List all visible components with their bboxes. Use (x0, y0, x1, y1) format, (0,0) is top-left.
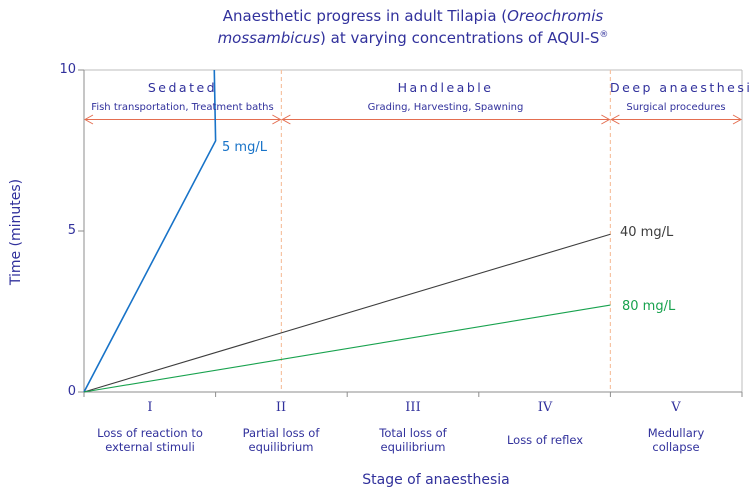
stage-II-numeral: II (275, 400, 287, 415)
region-sedated-sublabel: Fish transportation, Treatment baths (91, 102, 274, 113)
stage-V-description: Medullary collapse (647, 426, 705, 454)
region-deep-sublabel: Surgical procedures (626, 102, 726, 113)
y-axis-title: Time (minutes) (8, 178, 24, 286)
stage-IV-cell: IV Loss of reflex (479, 400, 611, 455)
plot-frame (78, 69, 743, 397)
ytick-label-10: 10 (59, 62, 76, 77)
data-lines (83, 69, 611, 393)
series-label-5mgL: 5 mg/L (222, 140, 267, 155)
x-axis-title: Stage of anaesthesia (362, 472, 510, 488)
stage-III-cell: III Total loss of equilibrium (347, 400, 479, 455)
chart-title-line1: Anaesthetic progress in adult Tilapia (O… (222, 7, 604, 25)
ytick-label-5: 5 (67, 223, 76, 238)
stage-III-description: Total loss of equilibrium (379, 426, 447, 454)
chart-title-line2: mossambicus) at varying concentrations o… (217, 29, 609, 47)
stage-I-cell: I Loss of reaction to external stimuli (84, 400, 216, 455)
series-label-80mgL: 80 mg/L (622, 299, 676, 314)
stage-I-description: Loss of reaction to external stimuli (97, 426, 203, 454)
region-handleable: Handleable Grading, Harvesting, Spawning (281, 80, 610, 113)
stage-III-numeral: III (405, 400, 421, 415)
region-deep-title: Deep anaesthesia (610, 80, 750, 95)
stage-I-numeral: I (147, 400, 153, 415)
chart-title: Anaesthetic progress in adult Tilapia (O… (84, 7, 742, 48)
region-handleable-sublabel: Grading, Harvesting, Spawning (367, 102, 524, 113)
stage-IV-description: Loss of reflex (506, 433, 584, 447)
stage-IV-numeral: IV (537, 400, 553, 415)
stage-boundary-dashed-lines (280, 70, 612, 392)
registered-trademark-symbol: ® (599, 30, 609, 40)
region-sedated: Sedated Fish transportation, Treatment b… (84, 80, 281, 113)
region-sedated-title: Sedated (147, 80, 218, 95)
ytick-label-0: 0 (67, 384, 76, 399)
series-label-40mgL: 40 mg/L (620, 225, 674, 240)
stage-II-description: Partial loss of equilibrium (242, 426, 320, 454)
stage-II-cell: II Partial loss of equilibrium (215, 400, 347, 455)
region-deep-anaesthesia: Deep anaesthesia Surgical procedures (610, 80, 750, 113)
stage-V-numeral: V (671, 400, 681, 415)
region-handleable-title: Handleable (397, 80, 494, 95)
stage-V-cell: V Medullary collapse (610, 400, 742, 455)
